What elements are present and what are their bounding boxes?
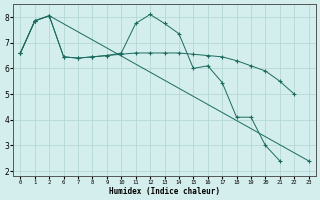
X-axis label: Humidex (Indice chaleur): Humidex (Indice chaleur) [109,187,220,196]
